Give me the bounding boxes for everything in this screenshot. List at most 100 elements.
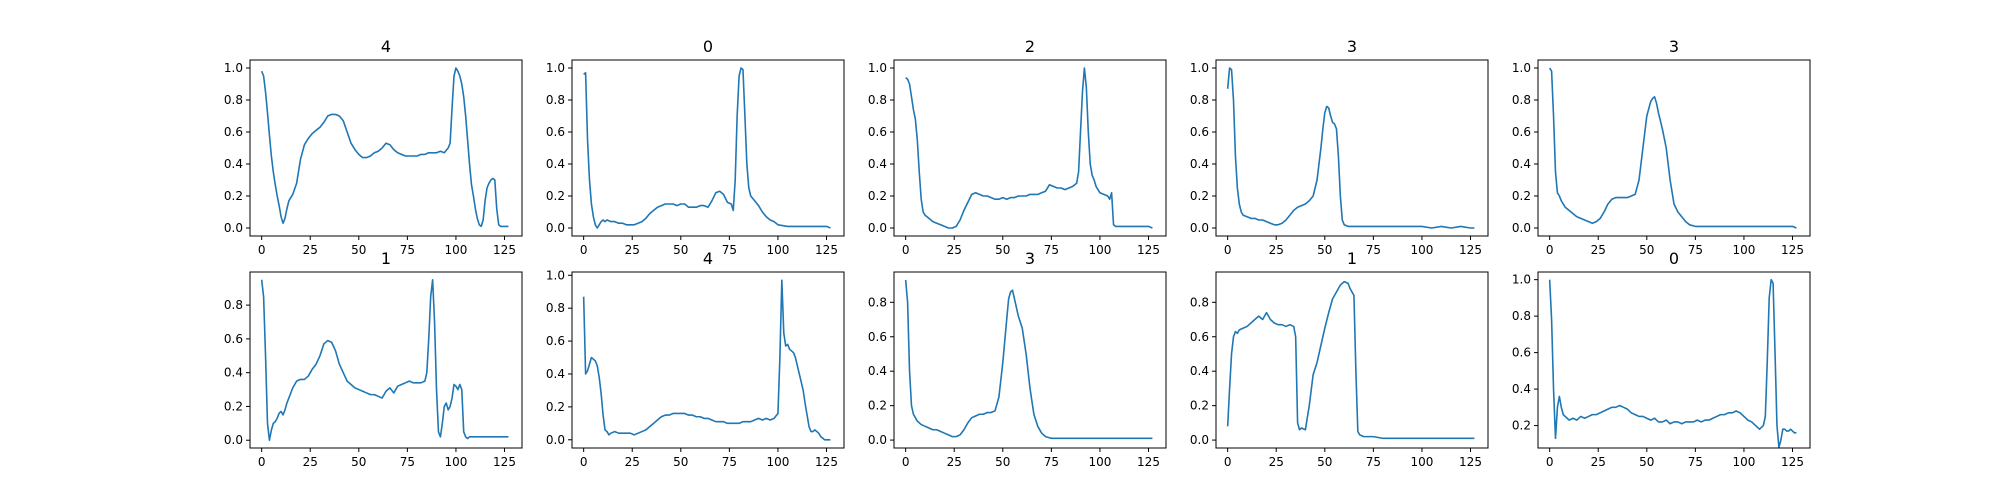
x-tick-label: 25 bbox=[303, 243, 318, 257]
x-tick-label: 25 bbox=[1591, 243, 1606, 257]
axes-frame bbox=[571, 59, 845, 237]
y-tick-label: 0.2 bbox=[868, 189, 887, 203]
y-tick-label: 0.4 bbox=[546, 367, 565, 381]
subplot-title: 3 bbox=[1347, 37, 1357, 56]
y-tick-label: 0.6 bbox=[868, 125, 887, 139]
y-tick-label: 1.0 bbox=[1512, 273, 1531, 287]
y-tick-label: 0.8 bbox=[868, 295, 887, 309]
x-tick-label: 25 bbox=[303, 455, 318, 469]
y-tick-label: 0.4 bbox=[1190, 364, 1209, 378]
x-tick-label: 100 bbox=[766, 243, 789, 257]
subplot-6: 1 0 25 50 75 100 125 0.0 0.2 0.4 0.6 0.8 bbox=[224, 249, 523, 469]
x-tick-label: 50 bbox=[673, 243, 688, 257]
x-tick-label: 0 bbox=[580, 455, 588, 469]
x-tick-label: 75 bbox=[1044, 455, 1059, 469]
y-tick-label: 0.6 bbox=[868, 330, 887, 344]
y-tick-label: 0.8 bbox=[546, 93, 565, 107]
x-tick-label: 0 bbox=[1224, 455, 1232, 469]
x-tick-label: 75 bbox=[400, 243, 415, 257]
y-tick-label: 0.4 bbox=[1512, 382, 1531, 396]
y-tick-label: 0.2 bbox=[546, 400, 565, 414]
y-tick-label: 0.6 bbox=[1190, 330, 1209, 344]
axes-frame bbox=[893, 59, 1167, 237]
x-tick-label: 50 bbox=[673, 455, 688, 469]
y-tick-label: 0.0 bbox=[546, 221, 565, 235]
series-line bbox=[905, 67, 1153, 229]
x-tick-label: 25 bbox=[1269, 455, 1284, 469]
axes-frame bbox=[571, 271, 845, 449]
x-tick-label: 75 bbox=[1044, 243, 1059, 257]
x-tick-label: 50 bbox=[995, 455, 1010, 469]
y-tick-label: 0.8 bbox=[224, 298, 243, 312]
subplot-4: 3 0 25 50 75 100 125 0.0 0.2 0.4 0.6 0.8 1.0 bbox=[1190, 37, 1489, 257]
x-tick-label: 25 bbox=[1269, 243, 1284, 257]
y-tick-label: 0.0 bbox=[868, 221, 887, 235]
series-line bbox=[1548, 67, 1797, 229]
y-tick-label: 0.6 bbox=[546, 334, 565, 348]
subplot-3: 2 0 25 50 75 100 125 0.0 0.2 0.4 0.6 0.8 1.0 bbox=[868, 37, 1167, 257]
x-tick-label: 100 bbox=[444, 243, 467, 257]
y-tick-label: 0.0 bbox=[1190, 433, 1209, 447]
y-tick-label: 0.2 bbox=[1190, 189, 1209, 203]
y-tick-label: 1.0 bbox=[868, 61, 887, 75]
subplot-title: 4 bbox=[381, 37, 391, 56]
y-tick-label: 0.2 bbox=[868, 399, 887, 413]
x-tick-label: 50 bbox=[1317, 243, 1332, 257]
x-tick-label: 100 bbox=[1410, 243, 1433, 257]
y-tick-label: 0.6 bbox=[224, 332, 243, 346]
subplot-title: 0 bbox=[703, 37, 713, 56]
x-tick-label: 100 bbox=[1732, 243, 1755, 257]
subplot-title: 1 bbox=[1347, 249, 1357, 268]
y-tick-label: 0.0 bbox=[1512, 221, 1531, 235]
series-line bbox=[260, 67, 509, 228]
y-tick-label: 0.0 bbox=[224, 221, 243, 235]
x-tick-label: 125 bbox=[1459, 243, 1482, 257]
x-tick-label: 75 bbox=[1688, 455, 1703, 469]
y-tick-label: 0.2 bbox=[546, 189, 565, 203]
axes-frame bbox=[249, 59, 523, 237]
x-tick-label: 75 bbox=[1366, 455, 1381, 469]
axes-frame bbox=[249, 271, 523, 449]
y-tick-label: 1.0 bbox=[546, 61, 565, 75]
y-tick-label: 1.0 bbox=[224, 61, 243, 75]
x-tick-label: 125 bbox=[493, 243, 516, 257]
y-tick-label: 0.8 bbox=[224, 93, 243, 107]
y-tick-label: 0.2 bbox=[1190, 399, 1209, 413]
y-tick-label: 0.8 bbox=[1512, 309, 1531, 323]
series-line bbox=[1226, 67, 1475, 229]
x-tick-label: 50 bbox=[351, 455, 366, 469]
x-tick-label: 125 bbox=[1459, 455, 1482, 469]
x-tick-label: 25 bbox=[947, 455, 962, 469]
x-tick-label: 100 bbox=[1410, 455, 1433, 469]
x-tick-label: 0 bbox=[1546, 243, 1554, 257]
y-tick-label: 0.8 bbox=[546, 301, 565, 315]
subplot-10: 0 0 25 50 75 100 125 0.2 0.4 0.6 0.8 1.0 bbox=[1512, 249, 1811, 469]
x-tick-label: 50 bbox=[351, 243, 366, 257]
x-tick-label: 125 bbox=[1137, 455, 1160, 469]
x-tick-label: 75 bbox=[400, 455, 415, 469]
subplot-title: 1 bbox=[381, 249, 391, 268]
y-tick-label: 0.4 bbox=[224, 366, 243, 380]
y-tick-label: 0.2 bbox=[224, 189, 243, 203]
x-tick-label: 0 bbox=[258, 243, 266, 257]
subplot-title: 3 bbox=[1669, 37, 1679, 56]
series-line bbox=[582, 279, 831, 441]
x-tick-label: 50 bbox=[995, 243, 1010, 257]
x-tick-label: 125 bbox=[815, 455, 838, 469]
subplot-2: 0 0 25 50 75 100 125 0.0 0.2 0.4 0.6 0.8 1.0 bbox=[546, 37, 845, 257]
subplot-8: 3 0 25 50 75 100 125 0.0 0.2 0.4 0.6 0.8 bbox=[868, 249, 1167, 469]
subplot-title: 0 bbox=[1669, 249, 1679, 268]
y-tick-label: 0.2 bbox=[1512, 189, 1531, 203]
x-tick-label: 25 bbox=[1591, 455, 1606, 469]
x-tick-label: 0 bbox=[902, 243, 910, 257]
x-tick-label: 100 bbox=[1732, 455, 1755, 469]
y-tick-label: 0.6 bbox=[546, 125, 565, 139]
series-line bbox=[583, 67, 831, 229]
x-tick-label: 125 bbox=[1781, 455, 1804, 469]
y-tick-label: 0.4 bbox=[1512, 157, 1531, 171]
subplot-7: 4 0 25 50 75 100 125 0.0 0.2 0.4 0.6 0.8 1.0 bbox=[546, 249, 845, 469]
x-tick-label: 0 bbox=[258, 455, 266, 469]
y-tick-label: 1.0 bbox=[1190, 61, 1209, 75]
